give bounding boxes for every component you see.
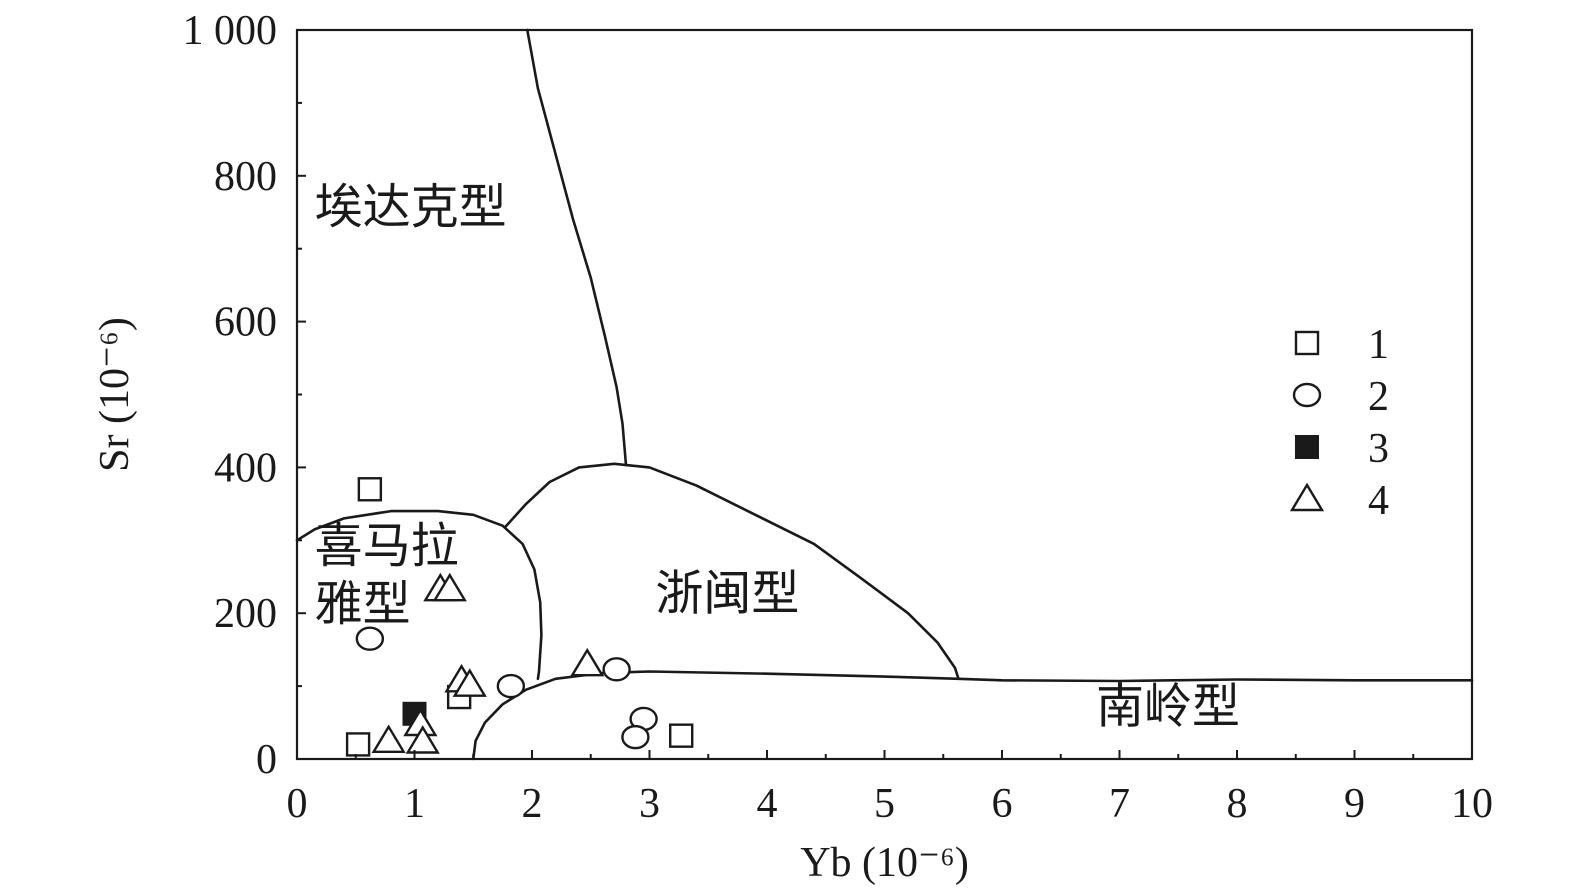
x-tick-label: 2 xyxy=(522,781,543,827)
region-label: 喜马拉 xyxy=(315,518,459,574)
x-tick-label: 8 xyxy=(1227,781,1248,827)
legend-label: 3 xyxy=(1368,426,1389,472)
boundary-himalaya-top xyxy=(295,509,543,681)
x-tick-label: 3 xyxy=(639,781,660,827)
legend-label: 2 xyxy=(1368,374,1389,420)
legend-label: 4 xyxy=(1368,478,1389,524)
x-tick-label: 0 xyxy=(287,781,308,827)
legend-label: 1 xyxy=(1368,322,1389,368)
boundary-zhemin-top xyxy=(503,462,960,681)
legend: 1 2 3 4 xyxy=(1289,322,1389,524)
y-tick-label: 600 xyxy=(214,300,277,346)
y-axis-title: Sr (10⁻⁶) xyxy=(92,317,138,472)
series-2-point xyxy=(621,724,650,750)
y-tick-label: 800 xyxy=(214,154,277,200)
region-label: 南岭型 xyxy=(1096,679,1240,735)
x-tick-label: 10 xyxy=(1451,781,1493,827)
series-4-point xyxy=(432,572,467,602)
series-4-point xyxy=(452,668,487,697)
x-tick-label: 6 xyxy=(992,781,1013,827)
data-points xyxy=(345,477,694,757)
y-tick-label: 1 000 xyxy=(183,8,278,54)
x-tick-label: 1 xyxy=(404,781,425,827)
series-2-point xyxy=(602,657,631,682)
x-tick-label: 9 xyxy=(1344,781,1365,827)
series-2-point xyxy=(355,626,385,651)
field-boundaries xyxy=(295,28,1474,761)
series-1-point xyxy=(345,732,371,757)
region-label: 雅型 xyxy=(315,576,411,632)
series-1-point xyxy=(669,723,694,748)
series-2-point xyxy=(496,673,526,699)
legend-marker-2 xyxy=(1292,382,1322,408)
x-tick-label: 4 xyxy=(757,781,778,827)
y-tick-label: 200 xyxy=(214,591,277,637)
x-axis-ticks: 0 1 2 3 4 5 6 7 8 9 10 xyxy=(287,750,1493,827)
legend-marker-3 xyxy=(1295,435,1319,459)
y-tick-label: 400 xyxy=(214,445,277,491)
series-4-point xyxy=(371,724,406,753)
y-axis-ticks: 0 200 400 600 800 1 000 xyxy=(183,8,306,783)
region-label: 浙闽型 xyxy=(655,566,799,622)
legend-marker-4 xyxy=(1289,482,1325,512)
region-label: 埃达克型 xyxy=(315,179,507,235)
y-tick-label: 0 xyxy=(256,737,277,783)
boundary-nanling-top xyxy=(472,670,1474,761)
series-1-point xyxy=(357,477,383,502)
x-tick-label: 7 xyxy=(1109,781,1130,827)
boundary-adakite-right xyxy=(526,28,628,467)
legend-marker-1 xyxy=(1294,330,1320,356)
series-4-point xyxy=(405,725,440,754)
x-axis-title: Yb (10⁻⁶) xyxy=(800,840,969,886)
x-tick-label: 5 xyxy=(874,781,895,827)
series-4-point xyxy=(570,647,605,677)
